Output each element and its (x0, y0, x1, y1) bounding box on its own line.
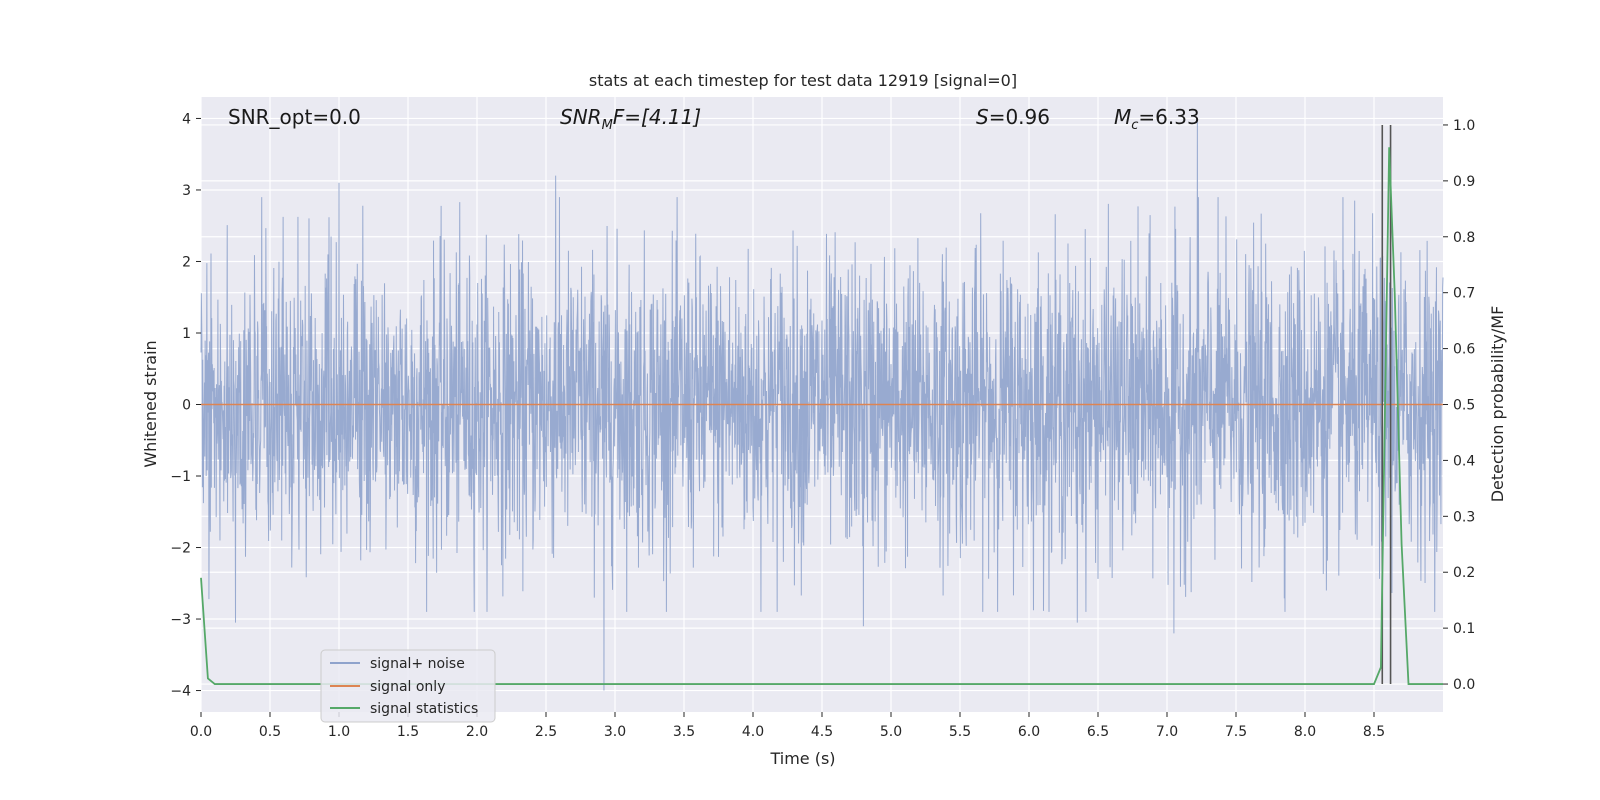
y-right-tick-label-4: 0.6 (1453, 342, 1475, 358)
chart-title: stats at each timestep for test data 129… (589, 71, 1017, 90)
x-tick-label-9: 4.5 (811, 724, 833, 740)
y-left-tick-label-4: 0 (182, 398, 191, 414)
series-signal-noise (200, 122, 1444, 691)
x-tick-label-17: 8.5 (1363, 724, 1385, 740)
y-left-tick-label-6: −2 (170, 541, 191, 557)
legend-box (320, 649, 496, 723)
annotation-mc: Mc=6.33 (1114, 105, 1200, 133)
x-tick-label-10: 5.0 (880, 724, 902, 740)
y-right-tick-label-2: 0.8 (1453, 230, 1475, 246)
y-left-tick-label-7: −3 (170, 612, 191, 628)
y-left-tick-label-2: 2 (182, 254, 191, 270)
x-tick-labels: 0.0 0.5 1.0 1.5 2.0 2.5 3.0 3.5 4.0 4.5 5.0 5.5 6.0 6… (190, 724, 1385, 740)
x-tick-label-12: 6.0 (1018, 724, 1040, 740)
x-tick-label-11: 5.5 (949, 724, 971, 740)
y-right-tick-label-7: 0.3 (1453, 509, 1475, 525)
x-axis-label: Time (s) (769, 749, 835, 768)
y-left-tick-label-3: 1 (182, 326, 191, 342)
x-tick-label-5: 2.5 (535, 724, 557, 740)
legend: signal+ noise signal only signal statist… (320, 649, 496, 723)
x-tick-label-4: 2.0 (466, 724, 488, 740)
x-tick-label-16: 8.0 (1294, 724, 1316, 740)
y-right-tick-label-9: 0.1 (1453, 621, 1475, 637)
y-left-tick-label-5: −1 (170, 469, 191, 485)
y-axis-left-label: Whitened strain (141, 340, 160, 467)
y-right-tick-label-8: 0.2 (1453, 565, 1475, 581)
y-right-tick-label-3: 0.7 (1453, 286, 1475, 302)
x-tick-label-15: 7.5 (1225, 724, 1247, 740)
line-signal-noise (200, 122, 1444, 691)
y-right-tick-labels: 1.0 0.9 0.8 0.7 0.6 0.5 0.4 0.3 0.2 0.1 0.0 (1453, 118, 1475, 693)
y-left-tick-label-1: 3 (182, 183, 191, 199)
x-tick-label-2: 1.0 (328, 724, 350, 740)
x-tick-label-6: 3.0 (604, 724, 626, 740)
x-tick-label-1: 0.5 (259, 724, 281, 740)
x-tick-label-7: 3.5 (673, 724, 695, 740)
y-right-tick-label-10: 0.0 (1453, 677, 1475, 693)
legend-label-signal-statistics: signal statistics (370, 701, 478, 717)
y-right-tick-label-6: 0.4 (1453, 453, 1475, 469)
annotation-snr-mf: SNRMF=[4.11] (560, 105, 701, 133)
y-left-tick-label-0: 4 (182, 111, 191, 127)
x-tick-label-3: 1.5 (397, 724, 419, 740)
y-left-tick-labels: 4 3 2 1 0 −1 −2 −3 −4 (170, 111, 191, 699)
legend-label-signal-noise: signal+ noise (370, 656, 465, 672)
line-signal-statistics (200, 147, 1443, 685)
x-tick-label-0: 0.0 (190, 724, 212, 740)
y-right-tick-label-5: 0.5 (1453, 398, 1475, 414)
annotation-s: S=0.96 (976, 105, 1050, 129)
y-left-tick-label-8: −4 (170, 684, 191, 700)
y-right-tick-label-1: 0.9 (1453, 174, 1475, 190)
annotation-snr-opt: SNR_opt=0.0 (228, 105, 361, 129)
y-right-tick-label-0: 1.0 (1453, 118, 1475, 134)
x-tick-label-14: 7.0 (1156, 724, 1178, 740)
legend-label-signal-only: signal only (370, 679, 445, 695)
series-signal-statistics (200, 147, 1443, 685)
x-tick-label-8: 4.0 (742, 724, 764, 740)
x-tick-label-13: 6.5 (1087, 724, 1109, 740)
y-axis-right-label: Detection probability/MF (1488, 306, 1507, 503)
